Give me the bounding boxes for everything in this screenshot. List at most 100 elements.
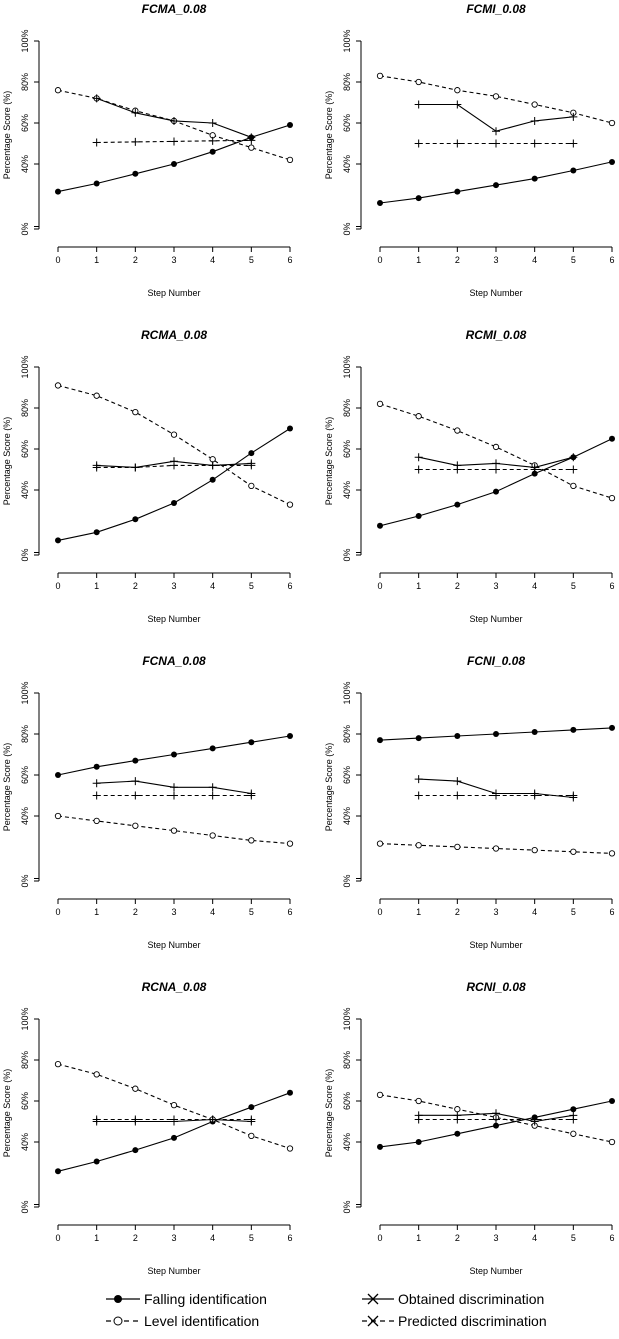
point-predicted: [170, 137, 178, 146]
y-tick-label: 40%: [342, 807, 352, 825]
point-obtained: [208, 119, 217, 127]
x-tick-label: 1: [94, 581, 99, 591]
point-falling: [132, 170, 139, 177]
point-level: [492, 443, 500, 451]
y-tick-label: 40%: [20, 155, 30, 173]
legend-marker-x: [367, 1315, 379, 1327]
chart-title: RCNA_0.08: [142, 980, 207, 994]
point-predicted: [92, 1115, 101, 1124]
x-tick-label: 5: [249, 581, 254, 591]
x-tick-label: 4: [210, 255, 215, 265]
x-axis-title: Step Number: [469, 288, 522, 298]
point-level: [93, 392, 100, 399]
x-tick-label: 2: [133, 255, 138, 265]
y-tick-label: 0%: [342, 548, 352, 561]
point-falling: [287, 425, 293, 432]
point-falling: [531, 470, 538, 477]
point-predicted: [569, 139, 578, 148]
point-level: [286, 840, 294, 847]
point-obtained: [92, 94, 101, 103]
x-tick-label: 5: [571, 255, 576, 265]
x-tick-label: 6: [287, 255, 292, 265]
x-tick-label: 0: [377, 907, 382, 917]
point-predicted: [414, 139, 423, 148]
point-predicted: [569, 1115, 578, 1124]
point-falling: [377, 1143, 383, 1150]
point-falling: [209, 476, 216, 483]
point-level: [54, 812, 62, 820]
point-falling: [377, 737, 383, 744]
y-tick-label: 0%: [342, 1200, 352, 1213]
point-predicted: [131, 463, 140, 472]
y-tick-label: 60%: [342, 1092, 352, 1110]
point-predicted: [92, 791, 101, 800]
point-falling: [454, 1130, 461, 1137]
x-tick-label: 1: [416, 581, 421, 591]
point-predicted: [414, 791, 423, 800]
x-tick-label: 1: [416, 255, 421, 265]
y-axis-title: Percentage Score (%): [2, 91, 12, 180]
y-tick-label: 40%: [20, 1133, 30, 1151]
legend-label-falling: Falling identification: [144, 1291, 267, 1307]
point-predicted: [569, 465, 578, 474]
y-tick-label: 80%: [342, 725, 352, 743]
point-obtained: [170, 783, 178, 792]
point-falling: [209, 745, 216, 752]
x-tick-label: 6: [287, 907, 292, 917]
point-falling: [415, 195, 422, 202]
y-tick-label: 60%: [20, 440, 30, 458]
y-tick-label: 100%: [342, 681, 352, 704]
y-tick-label: 100%: [20, 29, 30, 52]
point-level: [248, 144, 255, 151]
legend-label-level: Level identification: [144, 1313, 259, 1329]
x-tick-label: 5: [571, 907, 576, 917]
x-tick-label: 4: [532, 907, 537, 917]
point-falling: [248, 1104, 255, 1111]
point-falling: [609, 724, 615, 731]
chart-panel: RCMA_0.08 0% 40% 60% 80% 100% Percentage Score…: [2, 328, 294, 624]
x-tick-label: 1: [94, 1233, 99, 1243]
point-level: [132, 1085, 139, 1092]
point-falling: [454, 501, 461, 508]
y-tick-label: 40%: [342, 481, 352, 499]
x-tick-label: 3: [171, 907, 176, 917]
series-line-level: [379, 403, 613, 499]
point-falling: [171, 751, 177, 758]
x-tick-label: 3: [171, 255, 176, 265]
point-level: [570, 1130, 577, 1137]
point-level: [454, 427, 461, 434]
point-falling: [93, 180, 100, 187]
series-line-falling: [379, 438, 613, 527]
point-falling: [132, 757, 139, 764]
point-level: [209, 456, 216, 463]
x-tick-label: 2: [455, 1233, 460, 1243]
x-axis-title: Step Number: [147, 288, 200, 298]
point-predicted: [247, 461, 256, 470]
x-axis-title: Step Number: [147, 614, 200, 624]
point-falling: [493, 1122, 499, 1129]
point-falling: [248, 450, 255, 457]
point-obtained: [92, 779, 101, 788]
y-tick-label: 80%: [20, 725, 30, 743]
x-tick-label: 3: [171, 1233, 176, 1243]
point-falling: [55, 537, 61, 544]
y-tick-label: 60%: [20, 114, 30, 132]
series-line-obtained: [418, 103, 574, 132]
x-tick-label: 6: [287, 581, 292, 591]
x-tick-label: 4: [532, 255, 537, 265]
x-axis-title: Step Number: [469, 1266, 522, 1276]
point-level: [415, 413, 422, 420]
point-level: [132, 408, 139, 416]
point-falling: [531, 728, 538, 735]
point-level: [492, 845, 500, 852]
x-tick-label: 3: [493, 255, 498, 265]
y-tick-label: 100%: [342, 29, 352, 52]
point-falling: [209, 148, 216, 155]
point-predicted: [530, 1115, 539, 1124]
y-tick-label: 0%: [20, 874, 30, 887]
point-falling: [171, 500, 177, 506]
point-predicted: [492, 139, 500, 148]
series-line-level: [57, 384, 291, 506]
point-level: [248, 837, 255, 844]
